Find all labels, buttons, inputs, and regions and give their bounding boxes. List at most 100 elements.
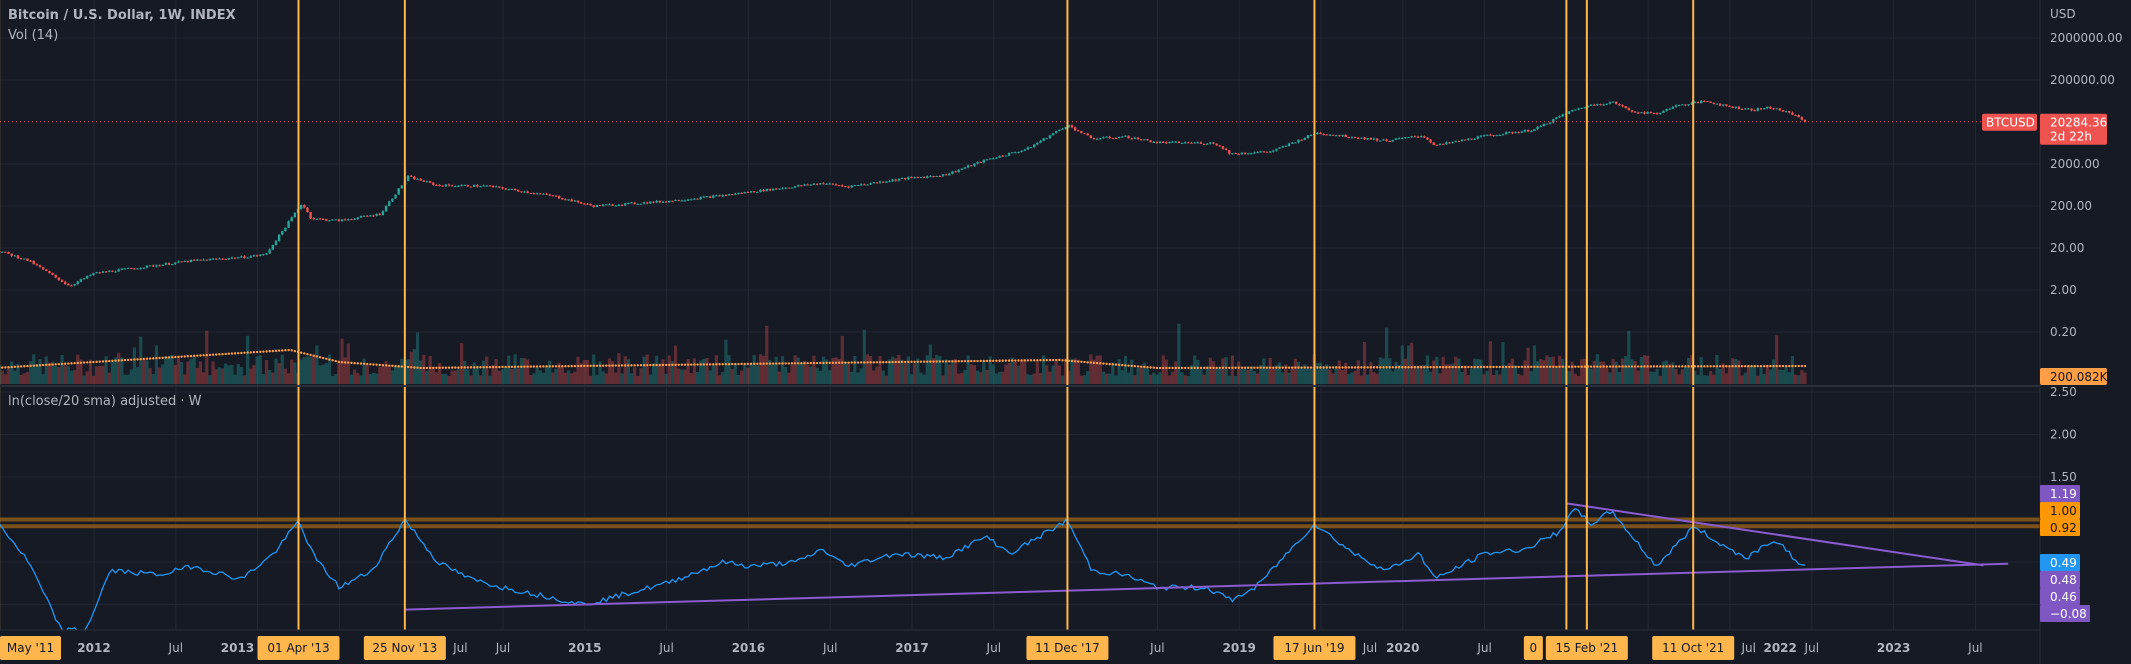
volume-ma-dot	[1486, 365, 1489, 369]
volume-bar	[1180, 372, 1184, 384]
volume-legend[interactable]: Vol (14)	[8, 28, 59, 43]
volume-bar	[1356, 360, 1360, 384]
candle-body	[627, 202, 630, 204]
indicator-value-label: 0.48	[2050, 573, 2077, 587]
volume-ma-dot	[1149, 366, 1152, 369]
candle-body	[1633, 111, 1637, 113]
volume-ma-dot	[520, 365, 523, 368]
volume-ma-dot	[891, 360, 894, 364]
candle-body	[1102, 137, 1105, 139]
volume-bar	[519, 358, 523, 384]
volume-ma-dot	[941, 360, 945, 363]
candle-body	[1092, 138, 1096, 140]
candle-body	[54, 274, 57, 278]
volume-bar	[459, 343, 464, 384]
date-marker-label: 25 Nov '13	[372, 641, 437, 655]
candle-body	[1517, 132, 1520, 134]
volume-bar	[161, 364, 165, 384]
volume-ma-dot	[460, 366, 463, 369]
volume-bar	[1020, 360, 1024, 384]
volume-ma-dot	[828, 361, 831, 365]
volume-bar	[752, 354, 756, 384]
candle-body	[356, 217, 359, 220]
volume-ma-dot	[309, 353, 312, 357]
volume-ma-dot	[1209, 366, 1212, 370]
volume-ma-dot	[428, 366, 432, 370]
price-axis-background	[2040, 0, 2131, 664]
candle-body	[1759, 108, 1763, 110]
volume-bar	[714, 355, 719, 384]
volume-ma-dot	[1193, 366, 1196, 370]
date-marker-label: 11 Dec '17	[1035, 641, 1100, 655]
candle-body	[954, 171, 957, 173]
volume-ma-dot	[1077, 360, 1080, 363]
candle-body	[595, 205, 599, 207]
volume-ma-dot	[1677, 365, 1681, 368]
candle-body	[479, 186, 482, 188]
volume-ma-dot	[161, 356, 164, 359]
chart-title[interactable]: Bitcoin / U.S. Dollar, 1W, INDEX	[8, 8, 236, 23]
volume-bar	[1457, 358, 1461, 384]
candle-body	[869, 183, 872, 185]
volume-ma-dot	[1309, 366, 1313, 369]
candle-body	[900, 178, 904, 180]
candle-body	[1530, 130, 1533, 132]
candle-body	[746, 192, 750, 194]
volume-bar	[239, 367, 243, 384]
candle-body	[1045, 138, 1048, 140]
candle-body	[680, 200, 684, 202]
volume-bar	[227, 365, 231, 384]
candle-body	[1136, 137, 1140, 140]
volume-ma-dot	[372, 363, 375, 366]
candle-body	[1674, 105, 1678, 107]
candle-body	[551, 195, 555, 197]
volume-ma-dot	[759, 362, 762, 365]
volume-bar	[1517, 374, 1521, 384]
volume-ma-dot	[1501, 365, 1505, 369]
volume-bar	[865, 354, 870, 384]
volume-bar	[513, 354, 517, 384]
volume-bar	[1202, 374, 1206, 384]
candle-body	[573, 200, 577, 202]
volume-ma-dot	[86, 361, 89, 364]
volume-ma-dot	[1322, 366, 1325, 369]
date-marker-label: May '11	[7, 641, 54, 655]
candle-body	[214, 258, 218, 260]
volume-bar	[1498, 374, 1502, 384]
candle-body	[532, 193, 536, 195]
volume-bar	[1778, 369, 1782, 384]
volume-bar	[639, 368, 643, 384]
volume-bar	[290, 359, 294, 384]
volume-ma-dot	[1473, 365, 1476, 369]
volume-bar	[1101, 371, 1106, 384]
volume-ma-dot	[441, 366, 444, 369]
volume-bar	[1328, 369, 1332, 384]
candle-body	[822, 183, 825, 185]
volume-ma-dot	[859, 361, 863, 364]
volume-bar	[1243, 367, 1247, 384]
volume-ma-dot	[315, 355, 319, 358]
volume-ma-dot	[1791, 364, 1794, 368]
volume-bar	[1114, 375, 1118, 384]
volume-ma-dot	[1539, 365, 1542, 369]
volume-ma-dot	[535, 365, 539, 368]
volume-ma-dot	[139, 357, 142, 361]
volume-bar	[1756, 375, 1760, 384]
volume-ma-dot	[718, 363, 721, 366]
candle-body	[1621, 105, 1624, 107]
price-tick-label: 2000.00	[2050, 157, 2100, 171]
indicator-legend[interactable]: ln(close/20 sma) adjusted · W	[8, 394, 202, 409]
candle-body	[1184, 142, 1187, 144]
candle-body	[668, 200, 671, 203]
volume-bar	[1048, 371, 1052, 384]
volume-ma-dot	[1401, 366, 1404, 369]
volume-bar	[1721, 363, 1725, 384]
volume-bar	[1469, 368, 1474, 384]
candle-body	[1570, 110, 1574, 112]
volume-bar	[397, 365, 401, 384]
candle-body	[1677, 104, 1681, 106]
volume-ma-dot	[784, 362, 787, 365]
volume-bar	[356, 372, 360, 384]
volume-ma-dot	[1281, 366, 1284, 369]
